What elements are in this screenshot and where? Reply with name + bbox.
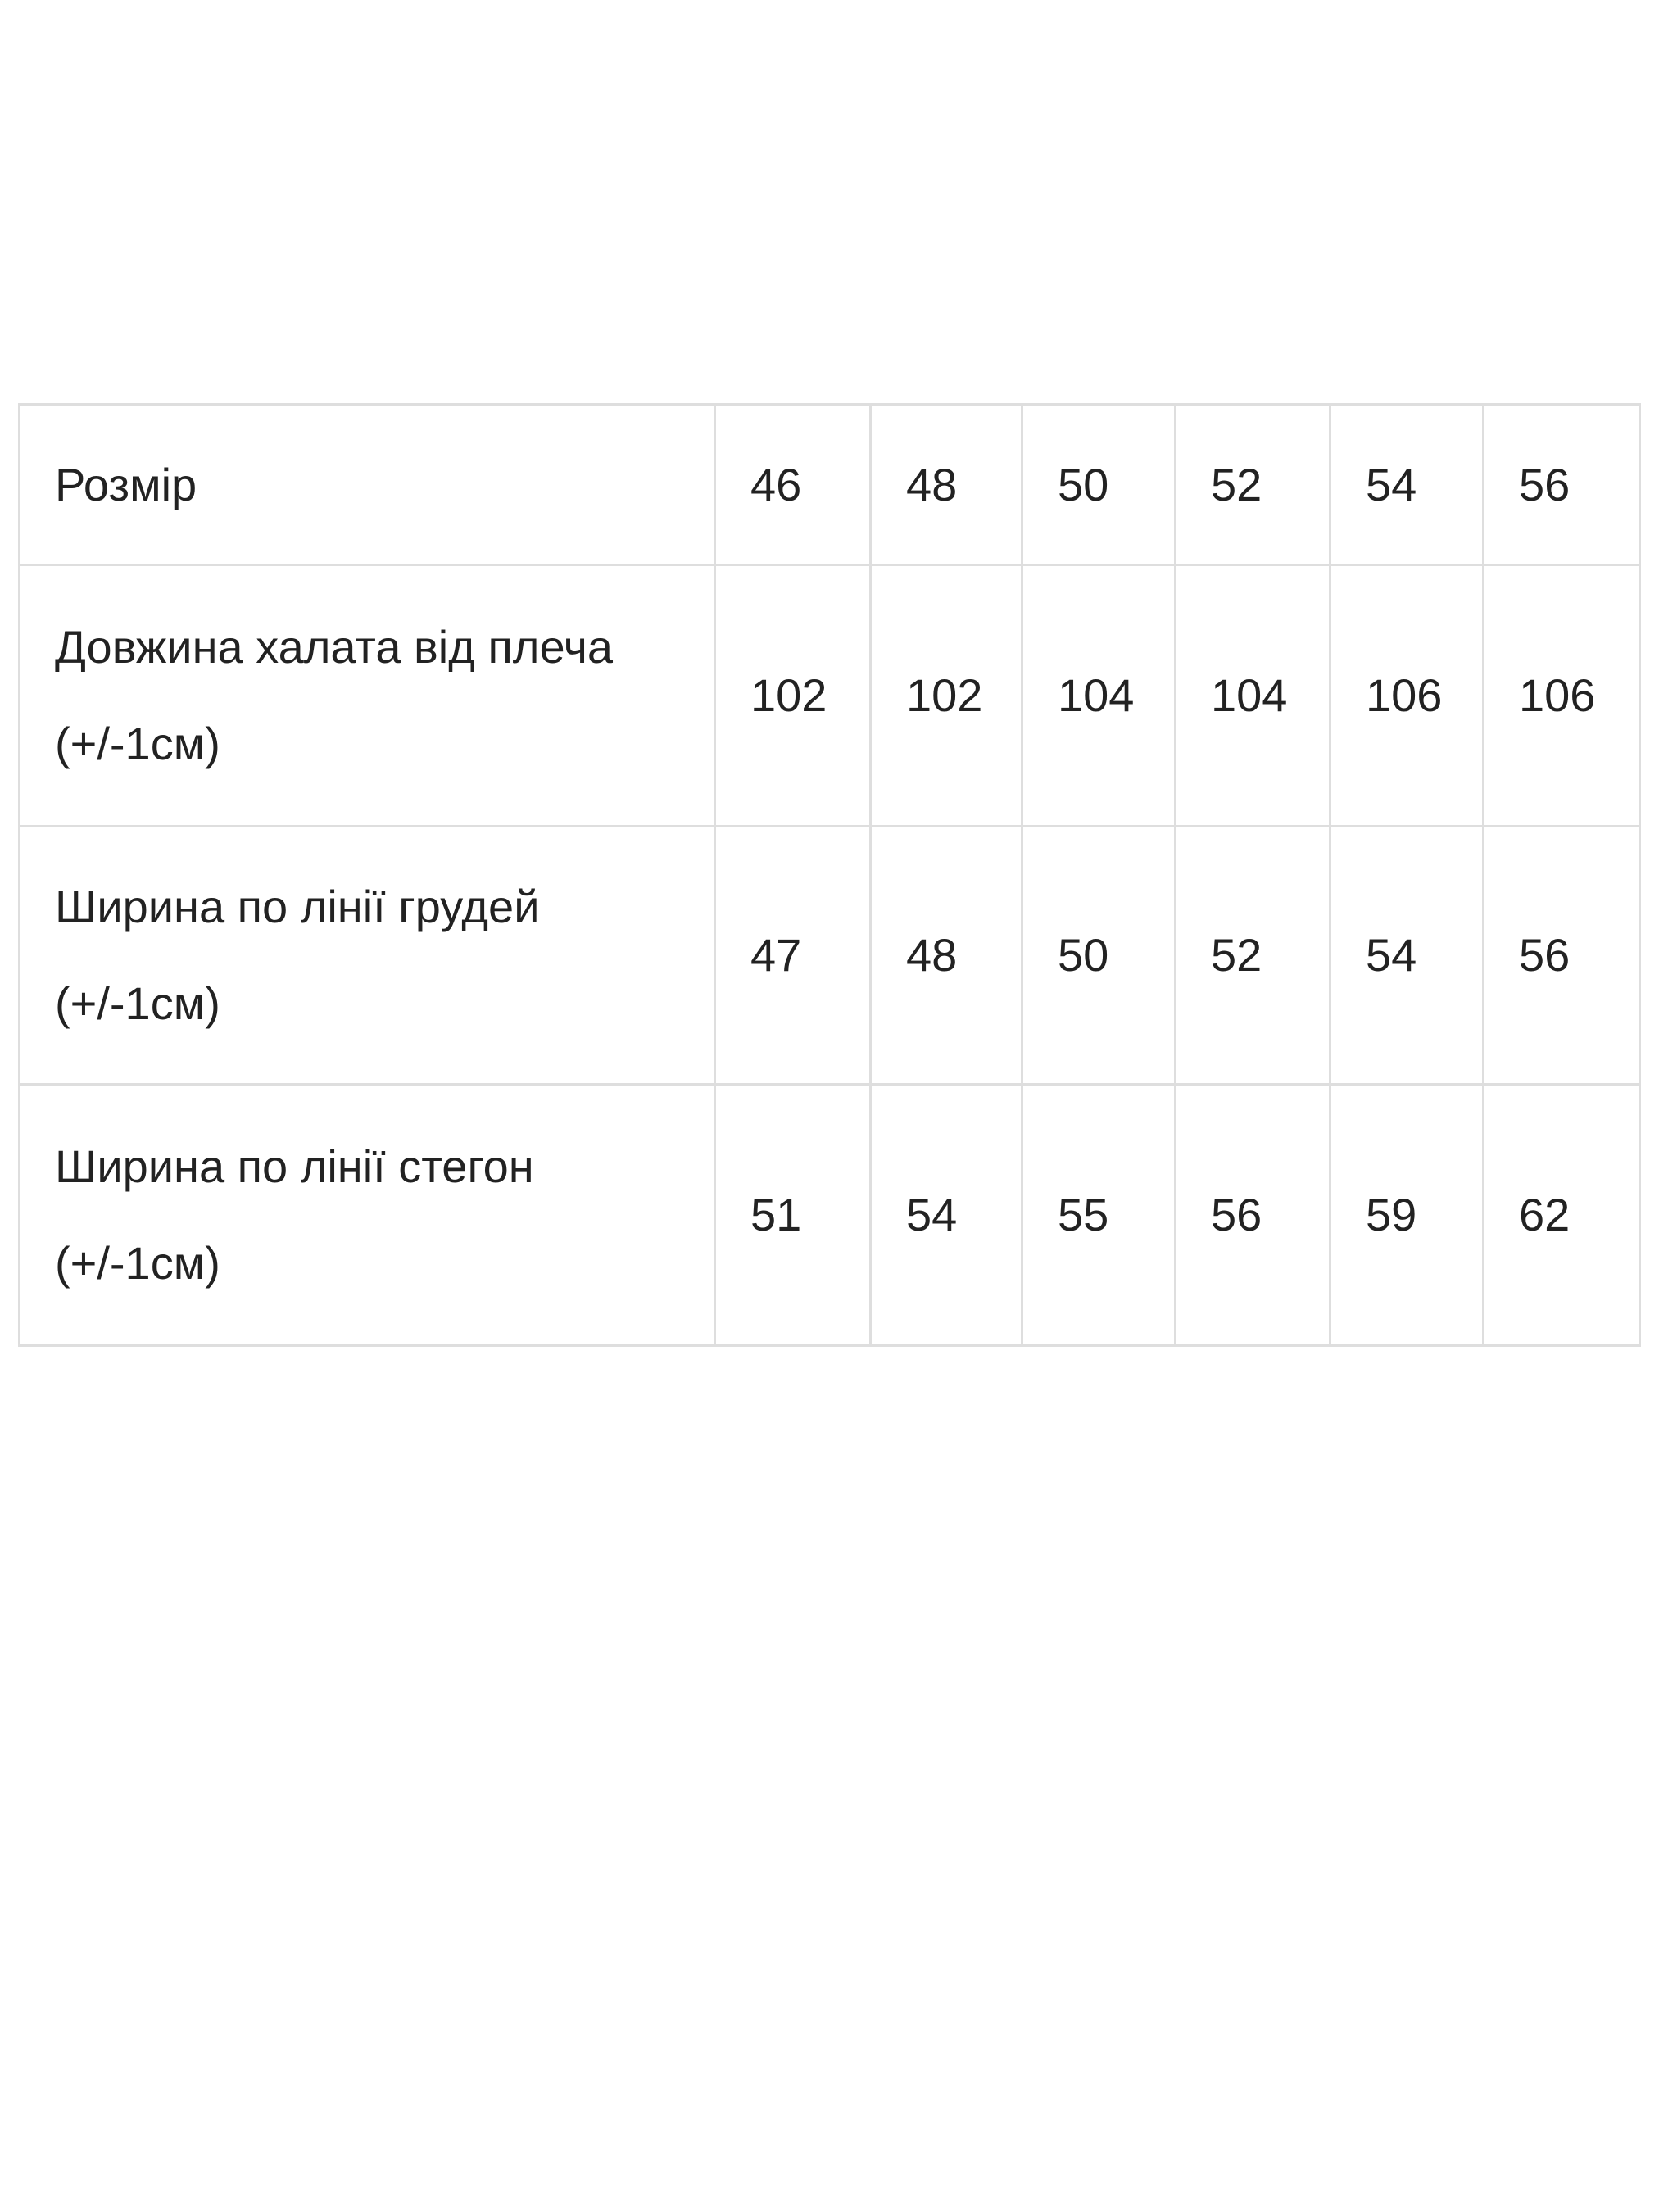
size-cell: 48 <box>869 403 1023 566</box>
value-cell: 62 <box>1482 1083 1641 1347</box>
size-cell: 50 <box>1021 403 1176 566</box>
value-cell: 54 <box>869 1083 1023 1347</box>
value-cell: 56 <box>1482 825 1641 1086</box>
row-label-hips: Ширина по лінії стегон (+/-1см) <box>18 1083 716 1347</box>
value-cell: 50 <box>1021 825 1176 1086</box>
table-header-row: Розмір 46 48 50 52 54 56 <box>18 403 1641 566</box>
table-row: Ширина по лінії грудей (+/-1см) 47 48 50… <box>18 825 1641 1086</box>
size-cell: 56 <box>1482 403 1641 566</box>
value-cell: 104 <box>1021 564 1176 827</box>
row-label-length: Довжина халата від плеча (+/-1см) <box>18 564 716 827</box>
value-cell: 102 <box>869 564 1023 827</box>
table-row: Ширина по лінії стегон (+/-1см) 51 54 55… <box>18 1083 1641 1347</box>
value-cell: 47 <box>714 825 872 1086</box>
value-cell: 106 <box>1482 564 1641 827</box>
value-cell: 59 <box>1329 1083 1484 1347</box>
size-cell: 52 <box>1174 403 1331 566</box>
table-row: Довжина халата від плеча (+/-1см) 102 10… <box>18 564 1641 827</box>
value-cell: 102 <box>714 564 872 827</box>
row-label-chest: Ширина по лінії грудей (+/-1см) <box>18 825 716 1086</box>
value-cell: 54 <box>1329 825 1484 1086</box>
value-cell: 51 <box>714 1083 872 1347</box>
size-cell: 54 <box>1329 403 1484 566</box>
value-cell: 52 <box>1174 825 1331 1086</box>
value-cell: 55 <box>1021 1083 1176 1347</box>
value-cell: 106 <box>1329 564 1484 827</box>
value-cell: 104 <box>1174 564 1331 827</box>
size-chart-table: Розмір 46 48 50 52 54 56 Довжина халата … <box>18 403 1641 1347</box>
size-cell: 46 <box>714 403 872 566</box>
row-label-size: Розмір <box>18 403 716 566</box>
value-cell: 48 <box>869 825 1023 1086</box>
value-cell: 56 <box>1174 1083 1331 1347</box>
